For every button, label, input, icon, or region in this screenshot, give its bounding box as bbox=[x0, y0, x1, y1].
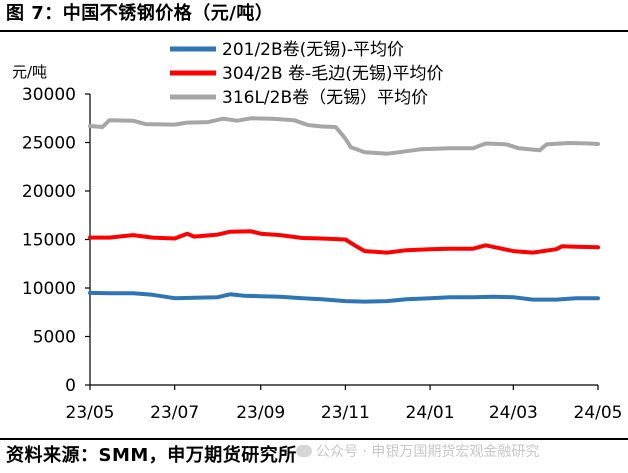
y-tick-label: 0 bbox=[65, 376, 76, 396]
title-rule bbox=[0, 30, 628, 32]
y-tick-label: 25000 bbox=[22, 134, 76, 154]
y-tick-label: 30000 bbox=[22, 85, 76, 105]
watermark-text: 公众号 · 申银万国期货宏观金融研究 bbox=[316, 444, 540, 460]
x-tick-label: 23/09 bbox=[236, 403, 285, 423]
series-line-3 bbox=[88, 116, 600, 156]
y-tick-label: 10000 bbox=[22, 279, 76, 299]
watermark: 公众号 · 申银万国期货宏观金融研究 bbox=[296, 441, 539, 463]
x-tick-label: 23/07 bbox=[150, 403, 199, 423]
legend-label-3: 316L/2B卷（无锡）平均价 bbox=[222, 88, 428, 108]
line-chart: 0 5000 10000 15000 20000 25000 30000 23/05 23/07… bbox=[12, 40, 623, 423]
x-tick-label: 24/05 bbox=[574, 403, 623, 423]
wechat-icon bbox=[296, 445, 312, 457]
x-tick-label: 23/11 bbox=[321, 403, 370, 423]
x-tick-label: 24/01 bbox=[406, 403, 455, 423]
legend-label-1: 201/2B卷(无锡)-平均价 bbox=[222, 40, 404, 60]
series-line-1 bbox=[88, 290, 600, 304]
y-tick-label: 20000 bbox=[22, 182, 76, 202]
legend-label-2: 304/2B 卷-毛边(无锡)平均价 bbox=[222, 64, 443, 84]
x-tick-label: 24/03 bbox=[489, 403, 538, 423]
y-tick-label: 15000 bbox=[22, 231, 76, 251]
series-line-2 bbox=[88, 229, 600, 255]
x-tick-label: 23/05 bbox=[66, 403, 115, 423]
y-axis-unit-label: 元/吨 bbox=[12, 63, 47, 81]
source-note: 资料来源：SMM，申万期货研究所 bbox=[6, 445, 297, 466]
figure-title: 图 7：中国不锈钢价格（元/吨） bbox=[6, 3, 274, 24]
y-tick-label: 5000 bbox=[33, 328, 76, 348]
source-rule bbox=[0, 438, 628, 440]
